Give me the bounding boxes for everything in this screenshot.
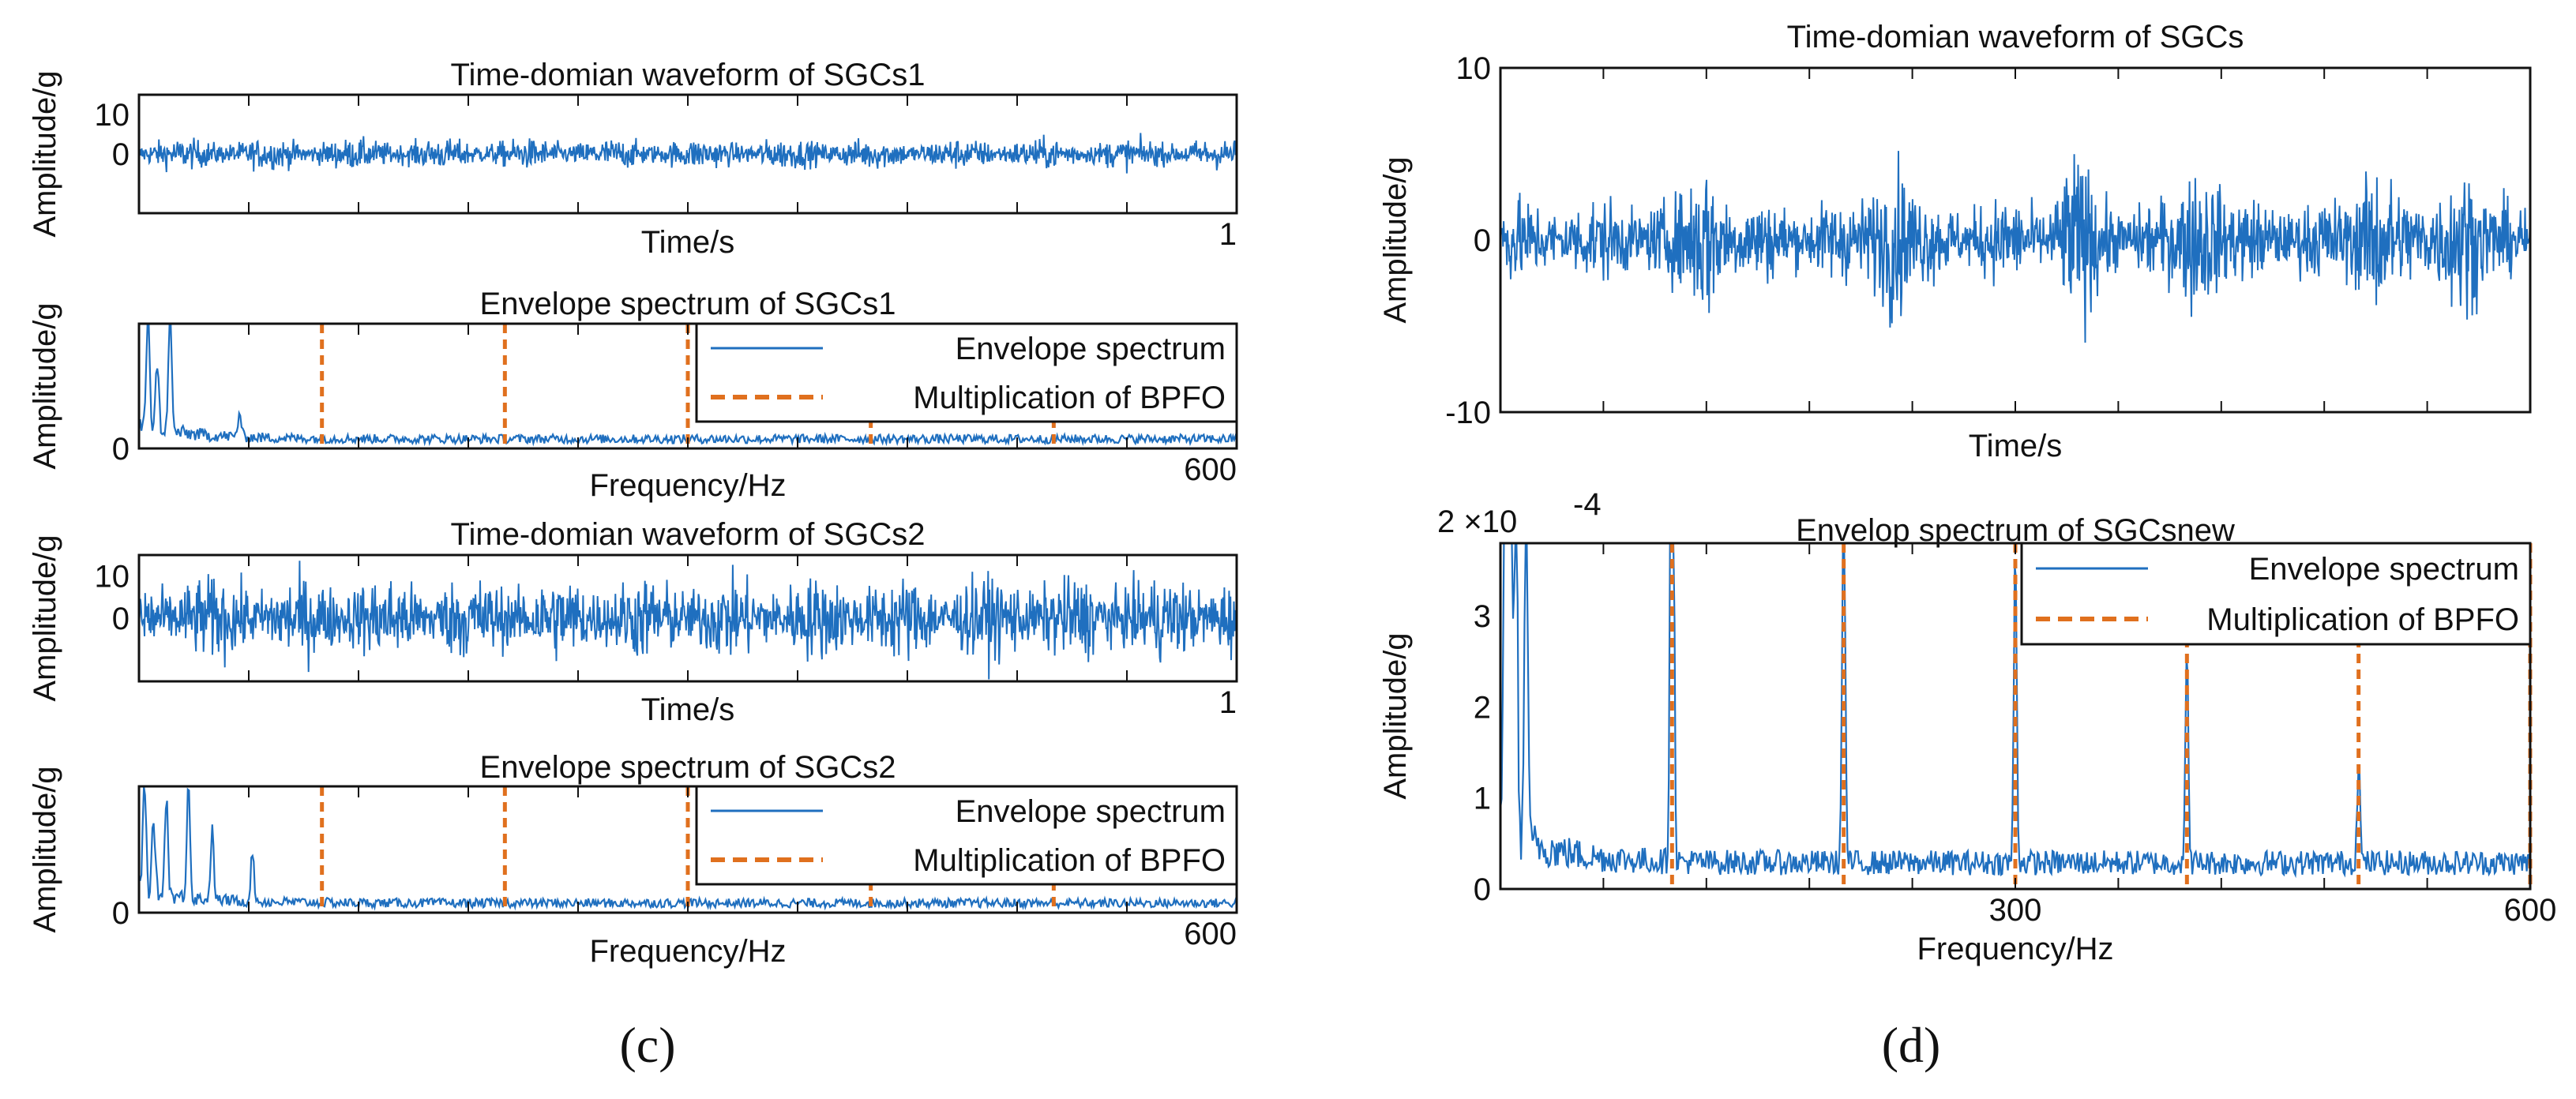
y-axis-label: Amplitude/g <box>28 766 62 932</box>
chart-panel-1: Time-domian waveform of SGCs1 Amplitude/g… <box>28 58 1238 260</box>
legend-box <box>695 322 1238 423</box>
panels-group: Time-domian waveform of SGCs1Amplitude/g… <box>28 20 2556 969</box>
y-tick-label: 0 <box>1474 223 1491 258</box>
x-axis-label: Time/s <box>1969 429 2063 463</box>
y-tick-label: 10 <box>95 98 130 133</box>
x-tick-label: 300 <box>1989 893 2042 928</box>
chart-title: Time-domian waveform of SGCs2 <box>451 517 926 552</box>
legend-entry: Envelope spectrum <box>956 332 1226 366</box>
legend-entry: Multiplication of BPFO <box>913 381 1226 415</box>
y-axis-label: Amplitude/g <box>28 534 62 701</box>
legend-entry: Multiplication of BPFO <box>2206 602 2519 637</box>
x-tick-label: 1 <box>1219 685 1237 720</box>
x-tick-label: 600 <box>2504 893 2557 928</box>
x-axis-label: Frequency/Hz <box>590 934 787 969</box>
caption-d: (d) <box>1882 1017 1941 1073</box>
legend-entry: Multiplication of BPFO <box>913 843 1226 878</box>
y-tick-label: 10 <box>1456 51 1492 86</box>
y-tick-label: 0 <box>112 896 130 931</box>
x-axis-label: Frequency/Hz <box>1917 932 2114 966</box>
chart-title: Time-domian waveform of SGCs <box>1787 20 2244 54</box>
legend: Envelope spectrum Multiplication of BPFO <box>2020 542 2532 646</box>
y-tick-label: 0 <box>1474 872 1491 907</box>
y-axis-label: Amplitude/g <box>28 302 62 469</box>
legend-entry: Envelope spectrum <box>2249 552 2519 587</box>
legend-box <box>2020 542 2532 646</box>
y-tick-label: -10 <box>1445 396 1491 430</box>
waveform-line <box>139 561 1237 680</box>
y-exponent-power: -4 <box>1573 487 1602 522</box>
chart-panel-6: Envelop spectrum of SGCsnewAmplitude/g32… <box>1378 487 2556 966</box>
waveform-line <box>139 133 1237 174</box>
chart-title: Envelope spectrum of SGCs2 <box>480 750 896 785</box>
x-tick-label: 1 <box>1219 217 1237 252</box>
x-tick-label: 600 <box>1184 452 1237 487</box>
y-tick-label: 2 <box>1474 690 1491 725</box>
y-tick-label: 0 <box>112 432 130 467</box>
x-tick-label: 600 <box>1184 917 1237 951</box>
chart-panel-4: Envelope spectrum of SGCs2 Amplitude/g 0 Fr… <box>28 750 1238 969</box>
y-tick-label: 3 <box>1474 599 1491 634</box>
y-tick-label: 0 <box>112 602 130 636</box>
chart-panel-2: Envelope spectrum of SGCs1 Amplitude/g 0 Fr… <box>28 287 1238 503</box>
legend: Envelope spectrum Multiplication of BPFO <box>695 785 1238 886</box>
y-axis-label: Amplitude/g <box>1378 156 1413 323</box>
x-axis-label: Time/s <box>641 225 735 260</box>
legend: Envelope spectrum Multiplication of BPFO <box>695 322 1238 423</box>
y-axis-label: Amplitude/g <box>28 70 62 237</box>
x-axis-label: Time/s <box>641 692 735 727</box>
legend-entry: Envelope spectrum <box>956 794 1226 829</box>
chart-title: Time-domian waveform of SGCs1 <box>451 58 926 92</box>
y-tick-label: 10 <box>95 560 130 595</box>
caption-c: (c) <box>619 1017 675 1073</box>
legend-box <box>695 785 1238 886</box>
waveform-line <box>1500 151 2530 343</box>
chart-title: Envelope spectrum of SGCs1 <box>480 287 896 321</box>
chart-panel-3: Time-domian waveform of SGCs2 Amplitude/g… <box>28 517 1238 727</box>
y-tick-label: 1 <box>1474 782 1491 816</box>
x-axis-label: Frequency/Hz <box>590 468 787 503</box>
y-tick-label: 0 <box>112 137 130 172</box>
y-axis-label: Amplitude/g <box>1378 632 1413 799</box>
chart-panel-5: Time-domian waveform of SGCs Amplitude/g 1… <box>1378 20 2532 463</box>
y-exponent-label: 2 ×10 <box>1437 504 1517 539</box>
